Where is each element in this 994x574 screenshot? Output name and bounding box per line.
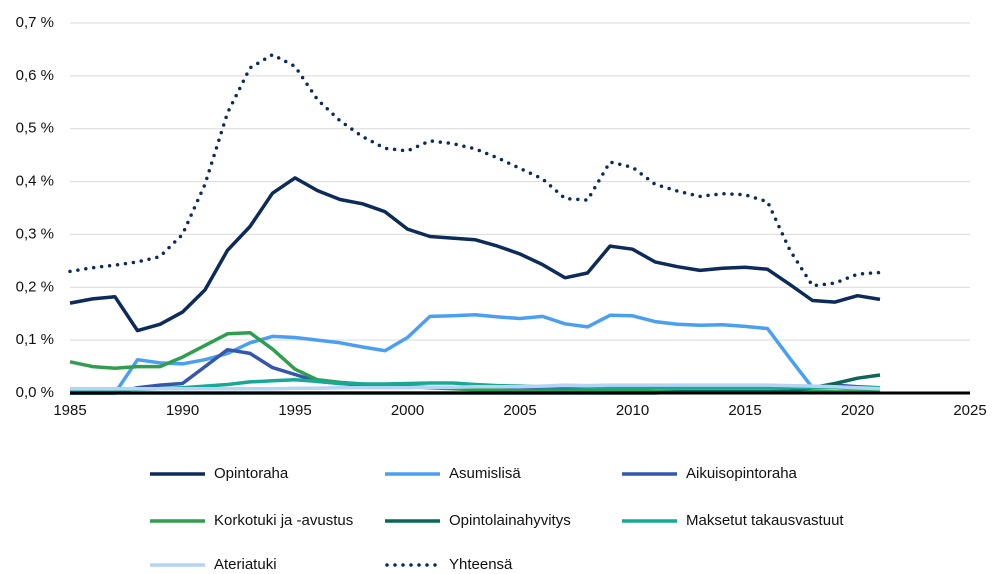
- legend-label: Korkotuki ja -avustus: [214, 512, 353, 529]
- legend-label: Opintoraha: [214, 465, 289, 482]
- y-tick-label: 0,2 %: [16, 278, 54, 295]
- x-tick-label: 2015: [728, 402, 761, 419]
- x-tick-label: 2000: [391, 402, 424, 419]
- x-tick-label: 1995: [278, 402, 311, 419]
- series-line: [68, 52, 882, 288]
- legend-label: Yhteensä: [449, 556, 513, 573]
- series-line: [69, 176, 881, 333]
- y-tick-label: 0,6 %: [16, 67, 54, 84]
- x-tick-label: 1985: [53, 402, 86, 419]
- series-line: [70, 383, 881, 391]
- series-line: [70, 378, 880, 392]
- series-line: [70, 313, 880, 395]
- legend-label: Opintolainahyvitys: [449, 512, 571, 529]
- y-tick-label: 0,7 %: [16, 14, 54, 31]
- x-tick-label: 2020: [841, 402, 874, 419]
- x-tick-label: 1990: [166, 402, 199, 419]
- x-tick-label: 2025: [953, 402, 986, 419]
- y-tick-label: 0,3 %: [16, 225, 54, 242]
- legend-label: Aikuisopintoraha: [686, 465, 798, 482]
- legend-label: Maksetut takausvastuut: [686, 512, 844, 529]
- x-tick-label: 2005: [503, 402, 536, 419]
- y-tick-label: 0,4 %: [16, 173, 54, 190]
- legend-label: Ateriatuki: [214, 556, 277, 573]
- y-tick-label: 0,5 %: [16, 120, 54, 137]
- x-tick-label: 2010: [616, 402, 649, 419]
- legend-label: Asumislisä: [449, 465, 521, 482]
- y-tick-label: 0,1 %: [16, 331, 54, 348]
- y-tick-label: 0,0 %: [16, 384, 54, 401]
